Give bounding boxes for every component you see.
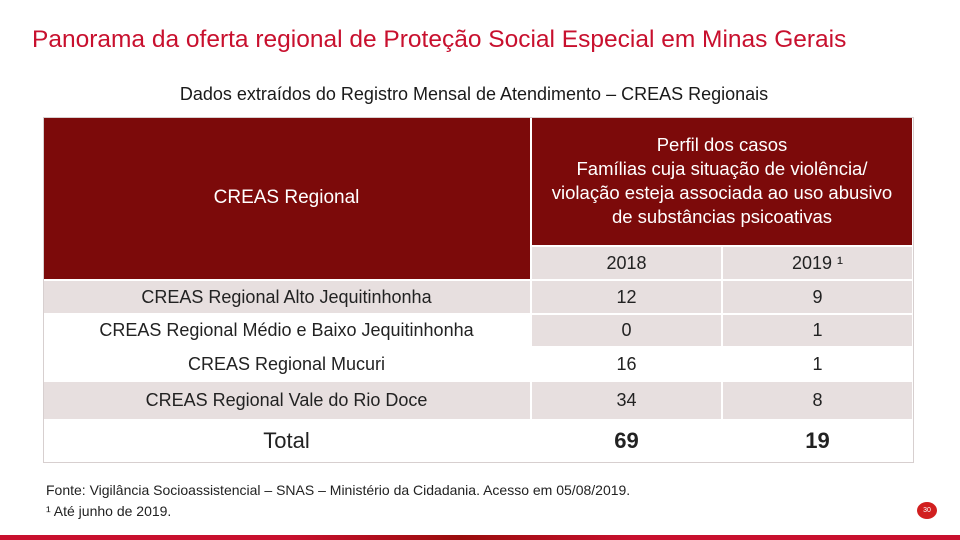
page-title: Panorama da oferta regional de Proteção … [32,26,847,53]
year-header-2019: 2019 ¹ [723,247,914,281]
profile-header-line: violação esteja associada ao uso abusivo [551,182,893,203]
row-label-mucuri: CREAS Regional Mucuri [43,348,532,382]
row-label-total: Total [43,421,532,463]
table-cell: 0 [532,315,723,348]
column-header-creas: CREAS Regional [43,117,532,281]
profile-header-line: de substâncias psicoativas [611,206,833,227]
table-cell: 9 [723,281,914,315]
year-header-2018: 2018 [532,247,723,281]
table-cell: 34 [532,382,723,421]
table-cell: 16 [532,348,723,382]
footnote-1: ¹ Até junho de 2019. [46,503,172,519]
page-subtitle: Dados extraídos do Registro Mensal de At… [179,84,769,104]
bottom-accent-bar [0,535,960,540]
profile-header-line: Perfil dos casos [656,134,788,155]
table-cell: 12 [532,281,723,315]
table-cell: 8 [723,382,914,421]
page-number-badge: 30 [917,502,937,519]
total-2019: 19 [723,421,914,463]
profile-header-line: Famílias cuja situação de violência/ [576,158,868,179]
footnotes: Fonte: Vigilância Socioassistencial – SN… [46,480,630,522]
total-2018: 69 [532,421,723,463]
source-note: Fonte: Vigilância Socioassistencial – SN… [46,482,631,498]
row-label-medio-baixo-jequitinhonha: CREAS Regional Médio e Baixo Jequitinhon… [43,315,532,348]
row-label-alto-jequitinhonha: CREAS Regional Alto Jequitinhonha [43,281,532,315]
row-label-vale-do-rio-doce: CREAS Regional Vale do Rio Doce [43,382,532,421]
table-cell: 1 [723,315,914,348]
table-cell: 1 [723,348,914,382]
column-header-profile: Perfil dos casos Famílias cuja situação … [532,117,914,247]
